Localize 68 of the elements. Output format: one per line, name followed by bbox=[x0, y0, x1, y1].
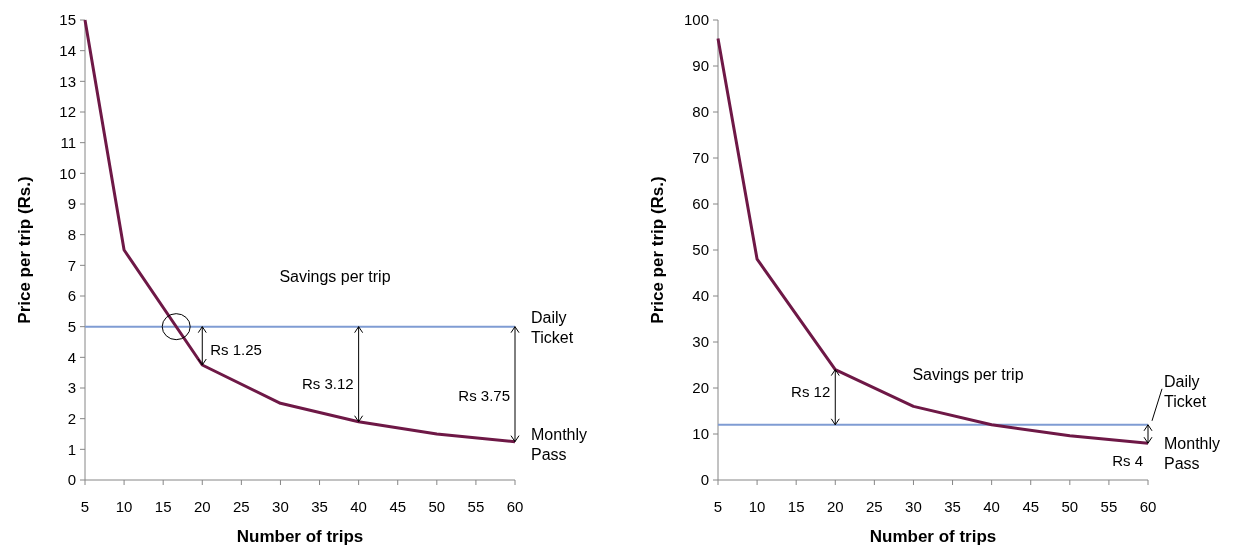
x-tick-label: 30 bbox=[905, 498, 922, 515]
x-tick-label: 50 bbox=[428, 498, 446, 515]
x-tick-label: 35 bbox=[944, 498, 961, 515]
x-tick-label: 45 bbox=[1022, 498, 1040, 515]
x-axis-title: Number of trips bbox=[236, 527, 364, 546]
x-tick-label: 10 bbox=[115, 498, 133, 515]
x-tick-label: 5 bbox=[80, 498, 90, 515]
annotation: Savings per trip bbox=[279, 267, 391, 285]
y-tick-label: 1 bbox=[67, 440, 76, 458]
y-tick-label: 80 bbox=[692, 103, 709, 121]
x-tick-label: 15 bbox=[154, 498, 172, 515]
x-tick-label: 25 bbox=[233, 498, 250, 515]
line-series bbox=[716, 36, 1150, 445]
y-tick-label: 20 bbox=[692, 379, 709, 397]
x-tick-label: 30 bbox=[272, 498, 289, 515]
annotation: Savings per trip bbox=[912, 365, 1024, 383]
y-tick-label: 11 bbox=[60, 133, 76, 151]
y-tick-label: 60 bbox=[692, 195, 709, 213]
x-tick-label: 10 bbox=[748, 498, 766, 515]
y-tick-label: 100 bbox=[683, 11, 709, 29]
y-tick-label: 15 bbox=[59, 11, 76, 29]
annotation: Rs 3.12 bbox=[301, 374, 354, 392]
ref-line-label: Daily Ticket bbox=[1164, 372, 1207, 410]
y-tick-label: 7 bbox=[67, 256, 76, 274]
y-tick-label: 13 bbox=[59, 72, 76, 90]
y-tick-label: 30 bbox=[692, 333, 709, 351]
y-tick-label: 70 bbox=[692, 149, 709, 167]
y-tick-label: 9 bbox=[67, 195, 76, 213]
x-tick-label: 15 bbox=[787, 498, 805, 515]
y-tick-label: 0 bbox=[67, 471, 76, 489]
y-tick-label: 12 bbox=[59, 103, 76, 121]
x-tick-label: 25 bbox=[866, 498, 883, 515]
annotation: Rs 1.25 bbox=[210, 340, 262, 358]
y-axis-title: Price per trip (Rs.) bbox=[15, 176, 34, 324]
y-axis-title: Price per trip (Rs.) bbox=[648, 176, 667, 324]
x-tick-label: 20 bbox=[826, 498, 844, 515]
y-tick-label: 14 bbox=[59, 41, 76, 59]
y-tick-label: 10 bbox=[692, 425, 709, 443]
x-tick-label: 5 bbox=[713, 498, 723, 515]
x-tick-label: 40 bbox=[350, 498, 367, 515]
x-tick-label: 60 bbox=[506, 498, 524, 515]
series-label: Monthly Pass bbox=[531, 426, 588, 464]
x-tick-label: 60 bbox=[1139, 498, 1157, 515]
y-tick-label: 40 bbox=[692, 287, 709, 305]
x-tick-label: 35 bbox=[311, 498, 328, 515]
x-tick-label: 20 bbox=[193, 498, 211, 515]
y-tick-label: 0 bbox=[700, 471, 709, 489]
y-tick-label: 8 bbox=[67, 225, 76, 243]
y-tick-label: 2 bbox=[67, 409, 76, 427]
ref-line-label: Daily Ticket bbox=[531, 309, 574, 347]
x-tick-label: 55 bbox=[467, 498, 485, 515]
series-label: Monthly Pass bbox=[1164, 434, 1221, 472]
annotation: Rs 12 bbox=[791, 382, 831, 400]
annotation: Rs 4 bbox=[1112, 452, 1143, 470]
annotation: Rs 3.75 bbox=[458, 386, 510, 404]
x-tick-label: 55 bbox=[1100, 498, 1118, 515]
y-tick-label: 10 bbox=[59, 164, 76, 182]
line-series bbox=[83, 18, 517, 444]
x-tick-label: 45 bbox=[389, 498, 407, 515]
y-tick-label: 4 bbox=[67, 348, 76, 366]
y-tick-label: 90 bbox=[692, 57, 709, 75]
x-tick-label: 50 bbox=[1061, 498, 1079, 515]
y-tick-label: 6 bbox=[67, 287, 76, 305]
x-tick-label: 40 bbox=[983, 498, 1000, 515]
y-tick-label: 3 bbox=[67, 379, 76, 397]
y-tick-label: 50 bbox=[692, 241, 709, 259]
x-axis-title: Number of trips bbox=[869, 527, 997, 546]
y-tick-label: 5 bbox=[67, 317, 76, 335]
